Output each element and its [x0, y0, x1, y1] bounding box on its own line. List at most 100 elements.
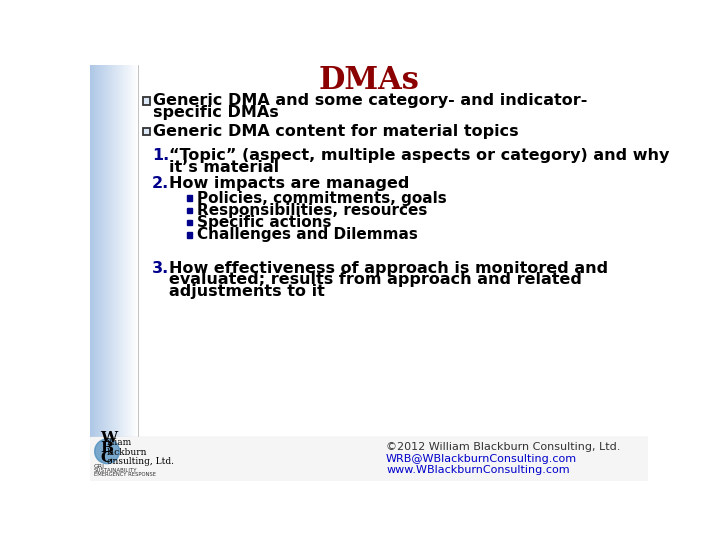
Bar — [135, 65, 137, 437]
Bar — [117, 65, 119, 437]
Bar — [91, 65, 92, 437]
Text: W: W — [100, 431, 117, 445]
Bar — [143, 128, 150, 136]
Bar — [126, 65, 127, 437]
Bar — [125, 65, 127, 437]
Bar — [122, 65, 123, 437]
Bar — [94, 65, 95, 437]
Text: DMAs: DMAs — [318, 65, 420, 97]
Bar — [125, 65, 126, 437]
Text: specific DMAs: specific DMAs — [153, 105, 279, 120]
Text: C: C — [100, 451, 112, 465]
Bar — [104, 65, 105, 437]
Bar — [105, 65, 106, 437]
Bar — [90, 65, 91, 437]
Text: How effectiveness of approach is monitored and: How effectiveness of approach is monitor… — [169, 261, 608, 275]
Bar — [99, 65, 101, 437]
Bar — [103, 65, 104, 437]
Bar — [97, 65, 98, 437]
Bar — [127, 65, 128, 437]
Bar — [95, 65, 96, 437]
Bar — [107, 65, 109, 437]
Text: Generic DMA and some category- and indicator-: Generic DMA and some category- and indic… — [153, 93, 587, 107]
Text: evaluated; results from approach and related: evaluated; results from approach and rel… — [169, 272, 582, 287]
Text: “Topic” (aspect, multiple aspects or category) and why: “Topic” (aspect, multiple aspects or cat… — [169, 148, 670, 163]
Text: 2.: 2. — [152, 176, 169, 191]
Circle shape — [94, 439, 120, 464]
Text: EMERGENCY RESPONSE: EMERGENCY RESPONSE — [94, 472, 156, 477]
Text: WRB@WBlackburnConsulting.com: WRB@WBlackburnConsulting.com — [386, 454, 577, 464]
Bar — [133, 65, 134, 437]
Bar — [187, 232, 192, 238]
Bar — [121, 65, 122, 437]
Bar — [93, 65, 94, 437]
Text: SUSTAINABILITY: SUSTAINABILITY — [94, 468, 138, 473]
Bar — [104, 65, 105, 437]
Bar — [132, 65, 134, 437]
Bar — [187, 220, 192, 225]
Bar — [137, 65, 138, 437]
Text: illiam: illiam — [107, 437, 132, 447]
Bar — [118, 65, 120, 437]
Bar — [134, 65, 135, 437]
Text: Generic DMA content for material topics: Generic DMA content for material topics — [153, 124, 518, 139]
Text: Policies, commitments, goals: Policies, commitments, goals — [197, 191, 446, 206]
Text: B: B — [100, 441, 113, 455]
Bar — [115, 65, 116, 437]
Bar — [108, 65, 109, 437]
Bar — [136, 65, 138, 437]
Bar — [143, 97, 150, 105]
Bar — [129, 65, 130, 437]
Bar — [132, 65, 133, 437]
Bar — [92, 65, 94, 437]
Bar — [96, 65, 98, 437]
Text: www.WBlackburnConsulting.com: www.WBlackburnConsulting.com — [386, 465, 570, 475]
Bar — [111, 65, 112, 437]
Bar — [113, 65, 114, 437]
Bar — [109, 65, 110, 437]
Bar — [114, 65, 116, 437]
Bar — [124, 65, 125, 437]
Bar — [98, 65, 99, 437]
Text: it’s material: it’s material — [169, 160, 279, 175]
Bar — [187, 208, 192, 213]
Bar — [103, 65, 104, 437]
Bar — [112, 65, 113, 437]
Bar — [135, 65, 136, 437]
Bar — [102, 65, 103, 437]
Bar — [116, 65, 117, 437]
Text: adjustments to it: adjustments to it — [169, 284, 325, 299]
Bar — [92, 65, 93, 437]
Bar — [119, 65, 120, 437]
Bar — [122, 65, 123, 437]
Bar — [96, 65, 97, 437]
Text: ©2012 William Blackburn Consulting, Ltd.: ©2012 William Blackburn Consulting, Ltd. — [386, 442, 621, 453]
Bar — [117, 65, 118, 437]
Bar — [114, 65, 115, 437]
Bar — [99, 65, 100, 437]
Text: Challenges and Dilemmas: Challenges and Dilemmas — [197, 227, 418, 242]
Bar — [106, 65, 107, 437]
Bar — [130, 65, 131, 437]
Bar — [107, 65, 108, 437]
Text: GRI: GRI — [94, 463, 105, 469]
Text: 3.: 3. — [152, 261, 169, 275]
Bar — [100, 65, 102, 437]
Text: How impacts are managed: How impacts are managed — [169, 176, 410, 191]
Bar — [187, 195, 192, 201]
Bar — [101, 65, 102, 437]
Text: Responsibilities, resources: Responsibilities, resources — [197, 203, 428, 218]
Text: 1.: 1. — [152, 148, 169, 163]
Bar — [110, 65, 111, 437]
Bar — [121, 65, 122, 437]
Text: lackburn: lackburn — [107, 448, 148, 457]
Bar — [110, 65, 112, 437]
Bar — [90, 437, 648, 481]
Bar — [128, 65, 129, 437]
Bar — [128, 65, 130, 437]
Text: Specific actions: Specific actions — [197, 215, 331, 230]
Bar — [131, 65, 132, 437]
Text: onsulting, Ltd.: onsulting, Ltd. — [107, 457, 174, 466]
Bar — [123, 65, 124, 437]
Bar — [120, 65, 121, 437]
